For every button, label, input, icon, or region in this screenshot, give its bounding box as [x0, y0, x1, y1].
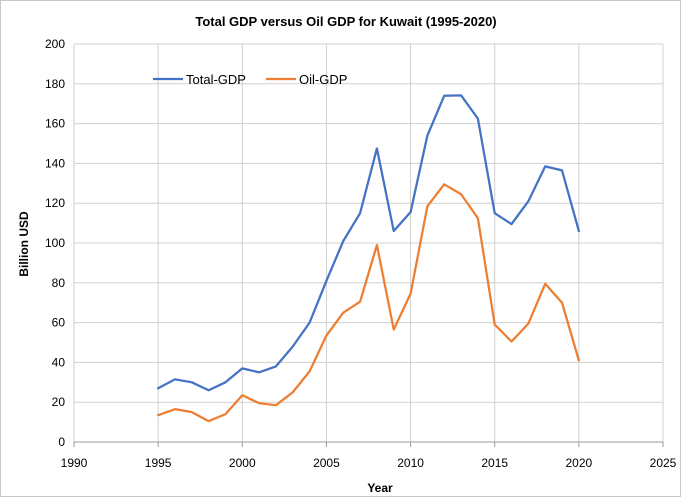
y-tick-label: 200 — [45, 37, 65, 51]
y-tick-label: 40 — [52, 355, 66, 369]
y-tick-label: 0 — [58, 435, 65, 449]
tick-labels: 0 20 40 60 80 100 120 140 160 180 200 1990 1995 2000 2… — [45, 37, 677, 470]
y-tick-label: 60 — [52, 316, 66, 330]
series-line-total-gdp — [157, 94, 580, 392]
grid-lines — [73, 43, 664, 442]
axes — [73, 441, 664, 447]
x-tick-label: 2005 — [313, 456, 340, 470]
x-tick-label: 2010 — [397, 456, 424, 470]
x-tick-label: 2020 — [566, 456, 593, 470]
y-tick-label: 20 — [52, 395, 66, 409]
y-tick-label: 180 — [45, 77, 65, 91]
x-tick-label: 2000 — [229, 456, 256, 470]
y-tick-label: 80 — [52, 276, 66, 290]
x-axis-title: Year — [367, 481, 393, 495]
x-tick-label: 1990 — [61, 456, 88, 470]
x-tick-label: 2015 — [481, 456, 508, 470]
y-tick-label: 120 — [45, 196, 65, 210]
x-tick-label: 2025 — [650, 456, 677, 470]
chart-title: Total GDP versus Oil GDP for Kuwait (199… — [195, 14, 496, 29]
legend-label: Oil-GDP — [299, 72, 347, 87]
y-tick-label: 100 — [45, 236, 65, 250]
legend: Total-GDP Oil-GDP — [153, 72, 347, 87]
y-axis-title: Billion USD — [17, 211, 31, 277]
x-tick-label: 1995 — [145, 456, 172, 470]
series-lines — [157, 94, 580, 423]
y-tick-label: 160 — [45, 117, 65, 131]
series-line-oil-gdp — [157, 183, 580, 423]
legend-label: Total-GDP — [186, 72, 246, 87]
y-tick-label: 140 — [45, 156, 65, 170]
